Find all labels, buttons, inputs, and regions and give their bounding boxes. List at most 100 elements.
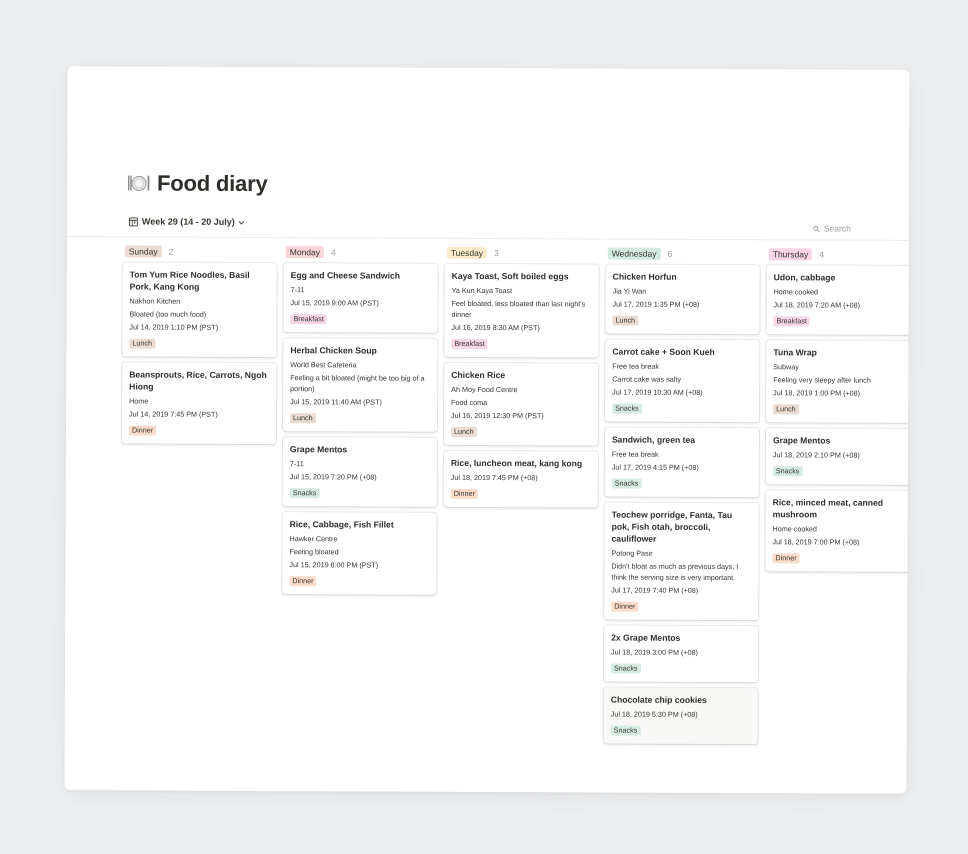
view-label: Week 29 (14 - 20 July) [141, 216, 235, 227]
entry-property: Feeling very sleepy after lunch [773, 375, 871, 385]
entry-title: Rice, Cabbage, Fish Fillet [289, 519, 394, 530]
column-count: 3 [494, 248, 499, 259]
column-count: 4 [819, 249, 824, 260]
entry-title: 2x Grape Mentos [611, 632, 681, 643]
page-title-text: Food diary [157, 170, 268, 197]
entry-property: 7-11 [290, 285, 305, 295]
column-day-label: Thursday [768, 248, 813, 261]
entry-property: Food coma [451, 397, 488, 408]
entry-card[interactable]: Sandwich, green tea Free tea break Jul 17,… [604, 427, 760, 498]
entry-card[interactable]: Chicken Rice Ah Moy Food Centre Food coma J… [443, 362, 599, 446]
entry-title: Tom Yum Rice Noodles, Basil Pork, Kang K… [129, 269, 250, 292]
entry-property: Feeling bloated [289, 547, 339, 557]
column-day-label: Tuesday [446, 246, 488, 259]
entry-card[interactable]: Kaya Toast, Soft boiled eggs Ya Kun Kaya … [444, 263, 599, 358]
meal-type-tag: Lunch [773, 404, 799, 415]
entry-property: 7-11 [289, 459, 304, 469]
entry-property: Home cooked [773, 287, 818, 297]
entry-title: Rice, luncheon meat, kang kong [450, 457, 583, 469]
entry-property: Jul 15, 2019 8:00 PM (PST) [289, 560, 379, 570]
entry-property: Jia Yi Wan [612, 286, 647, 296]
board-column-wednesday: Wednesday 6 Chicken Horfun Jia Yi Wan Jul 17… [603, 247, 760, 751]
entry-property: Didn't bloat as much as previous days, I… [611, 561, 739, 582]
meal-type-tag: Dinner [772, 553, 800, 564]
entry-property: Subway [773, 362, 799, 372]
entry-card[interactable]: Teochew porridge, Fanta, Tau pok, Fish o… [604, 502, 759, 621]
entry-property: Feeling a bit bloated (might be too big … [290, 373, 425, 393]
search-icon [813, 225, 820, 232]
entry-property: Jul 14, 2019 1:10 PM (PST) [129, 322, 219, 332]
entry-property: Jul 16, 2019 12:30 PM (PST) [451, 410, 544, 421]
entry-card[interactable]: Beansprouts, Rice, Carrots, Ngoh Hiong Ho… [121, 362, 277, 445]
meal-type-tag: Breakfast [451, 338, 488, 350]
search-box[interactable]: Search [813, 223, 851, 234]
entry-property: Jul 18, 2019 7:00 PM (+08) [772, 537, 860, 547]
entry-title: Udon, cabbage [773, 272, 836, 283]
meal-type-tag: Snacks [611, 478, 642, 489]
entry-card[interactable]: Rice, luncheon meat, kang kong Jul 18, 20… [443, 450, 598, 508]
entry-property: Jul 18, 2019 3:00 PM (+08) [611, 647, 698, 657]
entry-card[interactable]: 2x Grape Mentos Jul 18, 2019 3:00 PM (+08… [603, 625, 759, 683]
board: Sunday 2 Tom Yum Rice Noodles, Basil Pork,… [121, 244, 910, 750]
entry-property: Carrot cake was salty [612, 374, 681, 384]
board-column-monday: Monday 4 Egg and Cheese Sandwich 7-11 Jul 15… [282, 245, 438, 749]
column-count: 2 [168, 246, 174, 257]
entry-title: Grape Mentos [772, 435, 831, 446]
entry-property: Free tea break [612, 361, 660, 371]
entry-card[interactable]: Grape Mentos 7-11 Jul 15, 2019 7:20 PM (+0… [282, 437, 437, 507]
entry-property: Potong Pasir [611, 548, 653, 558]
entry-card[interactable]: Herbal Chicken Soup World Best Cafeteria F… [282, 338, 438, 432]
entry-card[interactable]: Carrot cake + Soon Kueh Free tea break Car… [605, 339, 760, 423]
column-count: 6 [667, 248, 673, 259]
entry-property: Jul 17, 2019 4:15 PM (+08) [611, 462, 699, 472]
entry-title: Sandwich, green tea [611, 434, 696, 445]
column-header[interactable]: Tuesday 3 [445, 246, 599, 261]
meal-type-tag: Lunch [450, 426, 477, 437]
meal-type-tag: Snacks [610, 725, 641, 736]
entry-card[interactable]: Chicken Horfun Jia Yi Wan Jul 17, 2019 1:3… [605, 264, 760, 335]
entry-card[interactable]: Chocolate chip cookies Jul 18, 2019 5:30 … [603, 687, 758, 745]
column-header[interactable]: Monday 4 [284, 245, 438, 260]
entry-title: Teochew porridge, Fanta, Tau pok, Fish o… [611, 509, 733, 544]
entry-property: Jul 18, 2019 2:10 PM (+08) [772, 450, 860, 460]
column-day-label: Monday [285, 246, 325, 259]
column-header[interactable]: Thursday 4 [767, 247, 910, 262]
entry-property: Ah Moy Food Centre [451, 384, 518, 395]
view-selector[interactable]: Week 29 (14 - 20 July) [128, 216, 245, 227]
entry-card[interactable]: Tom Yum Rice Noodles, Basil Pork, Kang K… [122, 262, 277, 358]
meal-type-tag: Snacks [289, 488, 320, 499]
entry-property: Jul 15, 2019 9:00 AM (PST) [290, 298, 379, 308]
entry-property: Bloated (too much food) [129, 309, 207, 319]
entry-card[interactable]: Egg and Cheese Sandwich 7-11 Jul 15, 2019 … [283, 263, 438, 333]
entry-title: Rice, minced meat, canned mushroom [772, 497, 884, 520]
entry-property: Home cooked [772, 524, 817, 534]
entry-property: Free tea break [611, 449, 659, 459]
view-divider [66, 236, 909, 241]
meal-type-tag: Dinner [450, 488, 478, 499]
entry-card[interactable]: Grape Mentos Jul 18, 2019 2:10 PM (+08) Sn… [765, 428, 910, 485]
entry-property: Jul 17, 2019 10:30 AM (+08) [612, 387, 703, 397]
column-count: 4 [331, 247, 336, 258]
entry-property: Jul 15, 2019 11:40 AM (PST) [290, 397, 382, 407]
entry-card[interactable]: Udon, cabbage Home cooked Jul 18, 2019 7:2… [766, 265, 910, 335]
meal-type-tag: Dinner [289, 576, 317, 587]
entry-title: Tuna Wrap [773, 347, 817, 358]
entry-title: Kaya Toast, Soft boiled eggs [451, 270, 569, 282]
meal-type-tag: Breakfast [290, 314, 327, 325]
entry-property: Jul 18, 2019 1:00 PM (+08) [773, 388, 861, 398]
entry-title: Chicken Horfun [612, 271, 677, 282]
column-day-label: Sunday [124, 245, 162, 258]
entry-property: Home [129, 396, 149, 406]
board-column-thursday: Thursday 4 Udon, cabbage Home cooked Jul 18,… [765, 247, 910, 751]
column-header[interactable]: Sunday 2 [123, 244, 277, 259]
entry-property: Jul 18, 2019 7:45 PM (+08) [450, 472, 538, 483]
meal-type-tag: Lunch [612, 315, 639, 326]
entry-card[interactable]: Tuna Wrap Subway Feeling very sleepy after… [766, 340, 910, 423]
meal-type-tag: Breakfast [773, 316, 810, 327]
entry-card[interactable]: Rice, minced meat, canned mushroom Home c… [765, 490, 910, 572]
entry-card[interactable]: Rice, Cabbage, Fish Fillet Hawker Centre F… [282, 512, 437, 595]
entry-property: Hawker Centre [289, 534, 338, 544]
entry-property: World Best Cafeteria [290, 360, 357, 370]
entry-title: Grape Mentos [289, 444, 348, 455]
column-header[interactable]: Wednesday 6 [606, 247, 760, 262]
